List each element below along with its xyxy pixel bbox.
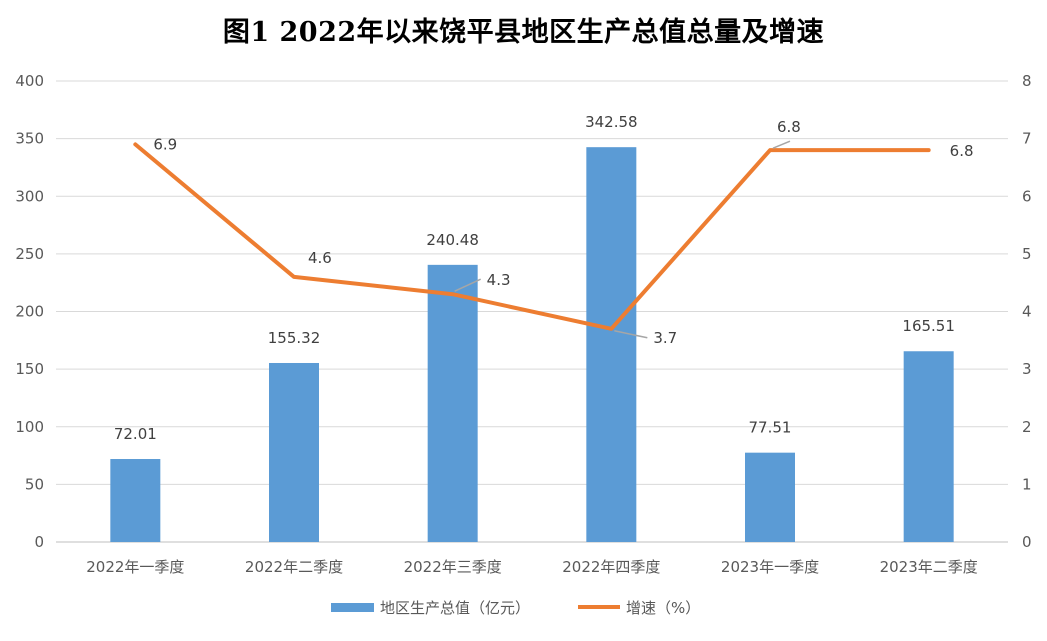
y-left-tick-label: 150	[15, 360, 44, 378]
line-data-label: 4.3	[487, 271, 511, 289]
y-right-tick-label: 6	[1022, 187, 1032, 205]
x-tick-label: 2023年二季度	[880, 558, 978, 576]
bar	[903, 351, 954, 542]
y-left-tick-label: 200	[15, 303, 44, 321]
y-right-tick-label: 0	[1022, 533, 1032, 551]
y-right-tick-label: 2	[1022, 418, 1032, 436]
x-tick-label: 2022年三季度	[404, 558, 502, 576]
y-left-tick-label: 50	[25, 475, 44, 493]
y-left-tick-label: 350	[15, 130, 44, 148]
line-series	[133, 142, 931, 331]
data-label-leader	[614, 330, 648, 339]
x-tick-label: 2022年二季度	[245, 558, 343, 576]
bar-data-label: 77.51	[749, 419, 792, 437]
bar-data-label: 155.32	[268, 329, 321, 347]
y-left-tick-label: 100	[15, 418, 44, 436]
bar	[586, 147, 637, 542]
y-right-tick-label: 4	[1022, 303, 1032, 321]
y-right-tick-label: 7	[1022, 130, 1032, 148]
x-tick-label: 2022年四季度	[562, 558, 660, 576]
y-left-tick-label: 400	[15, 72, 44, 90]
y-left-tick-label: 250	[15, 245, 44, 263]
line-data-label: 6.8	[950, 142, 974, 160]
bar	[745, 452, 795, 542]
y-right-tick-label: 8	[1022, 72, 1032, 90]
y-left-tick-label: 0	[34, 533, 44, 551]
legend-label-line: 增速（%）	[626, 599, 700, 617]
bar-data-label: 240.48	[426, 231, 479, 249]
bar	[110, 459, 161, 542]
legend-swatch-bar	[331, 603, 374, 612]
bar-data-label: 342.58	[585, 113, 638, 131]
legend-label-bar: 地区生产总值（亿元）	[380, 599, 530, 617]
y-right-tick-label: 3	[1022, 360, 1032, 378]
line-data-label: 6.9	[153, 135, 177, 153]
line-data-label: 6.8	[777, 118, 801, 136]
bar-data-label: 165.51	[902, 317, 955, 335]
x-tick-label: 2023年一季度	[721, 558, 819, 576]
line-data-label: 4.6	[308, 249, 332, 267]
y-right-tick-label: 1	[1022, 475, 1032, 493]
y-left-tick-label: 300	[15, 187, 44, 205]
bar	[269, 362, 319, 542]
x-tick-label: 2022年一季度	[86, 558, 184, 576]
data-label-leader	[772, 140, 791, 149]
y-right-tick-label: 5	[1022, 245, 1032, 263]
bar-data-label: 72.01	[114, 425, 157, 443]
line-data-label: 3.7	[653, 329, 677, 347]
chart-title: 图1 2022年以来饶平县地区生产总值总量及增速	[222, 17, 825, 48]
bar	[427, 264, 478, 542]
data-label-leader	[454, 278, 481, 292]
